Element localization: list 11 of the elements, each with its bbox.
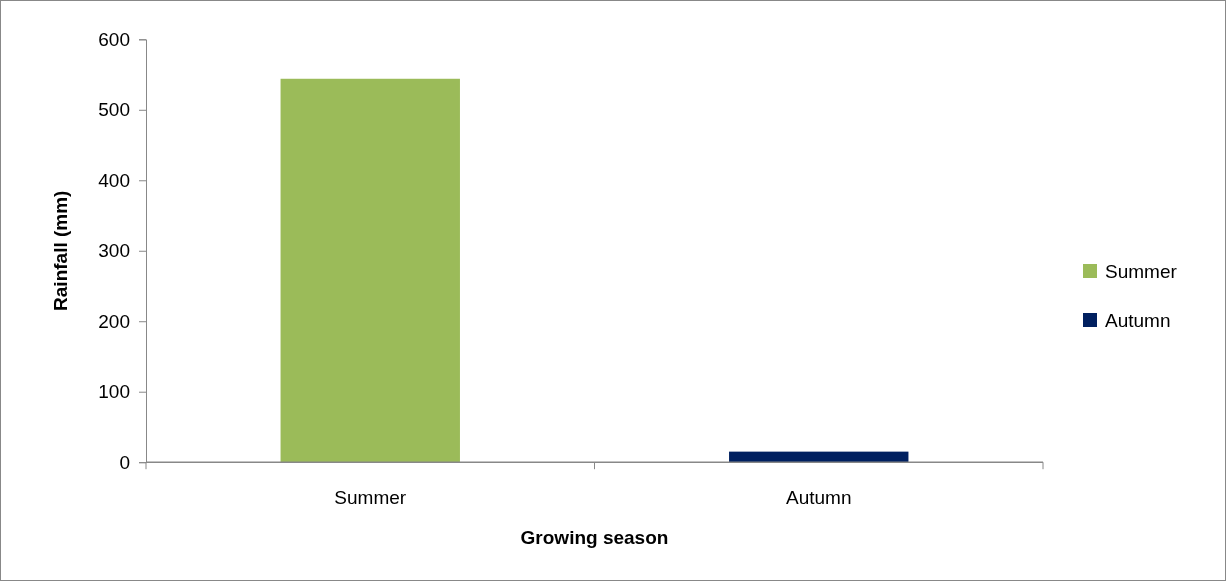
legend-label: Summer	[1105, 261, 1178, 282]
y-tick-label: 600	[98, 28, 130, 50]
y-tick-label: 300	[98, 240, 130, 262]
y-axis-title: Rainfall (mm)	[50, 190, 71, 311]
x-axis-title: Growing season	[520, 527, 669, 548]
y-tick-label: 500	[98, 99, 130, 121]
y-tick-label: 0	[119, 451, 130, 473]
y-tick-label: 400	[98, 169, 130, 191]
y-tick-label: 200	[98, 310, 130, 332]
y-tick-label: 100	[98, 381, 130, 403]
legend-label: Autumn	[1105, 310, 1171, 331]
